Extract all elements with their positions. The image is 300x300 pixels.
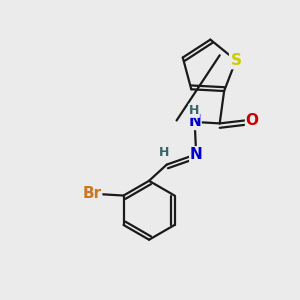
Text: O: O <box>246 113 259 128</box>
Text: S: S <box>230 53 242 68</box>
Text: H: H <box>159 146 169 159</box>
Text: N: N <box>188 114 201 129</box>
Text: N: N <box>190 147 203 162</box>
Text: Br: Br <box>82 186 102 201</box>
Text: H: H <box>189 104 199 117</box>
